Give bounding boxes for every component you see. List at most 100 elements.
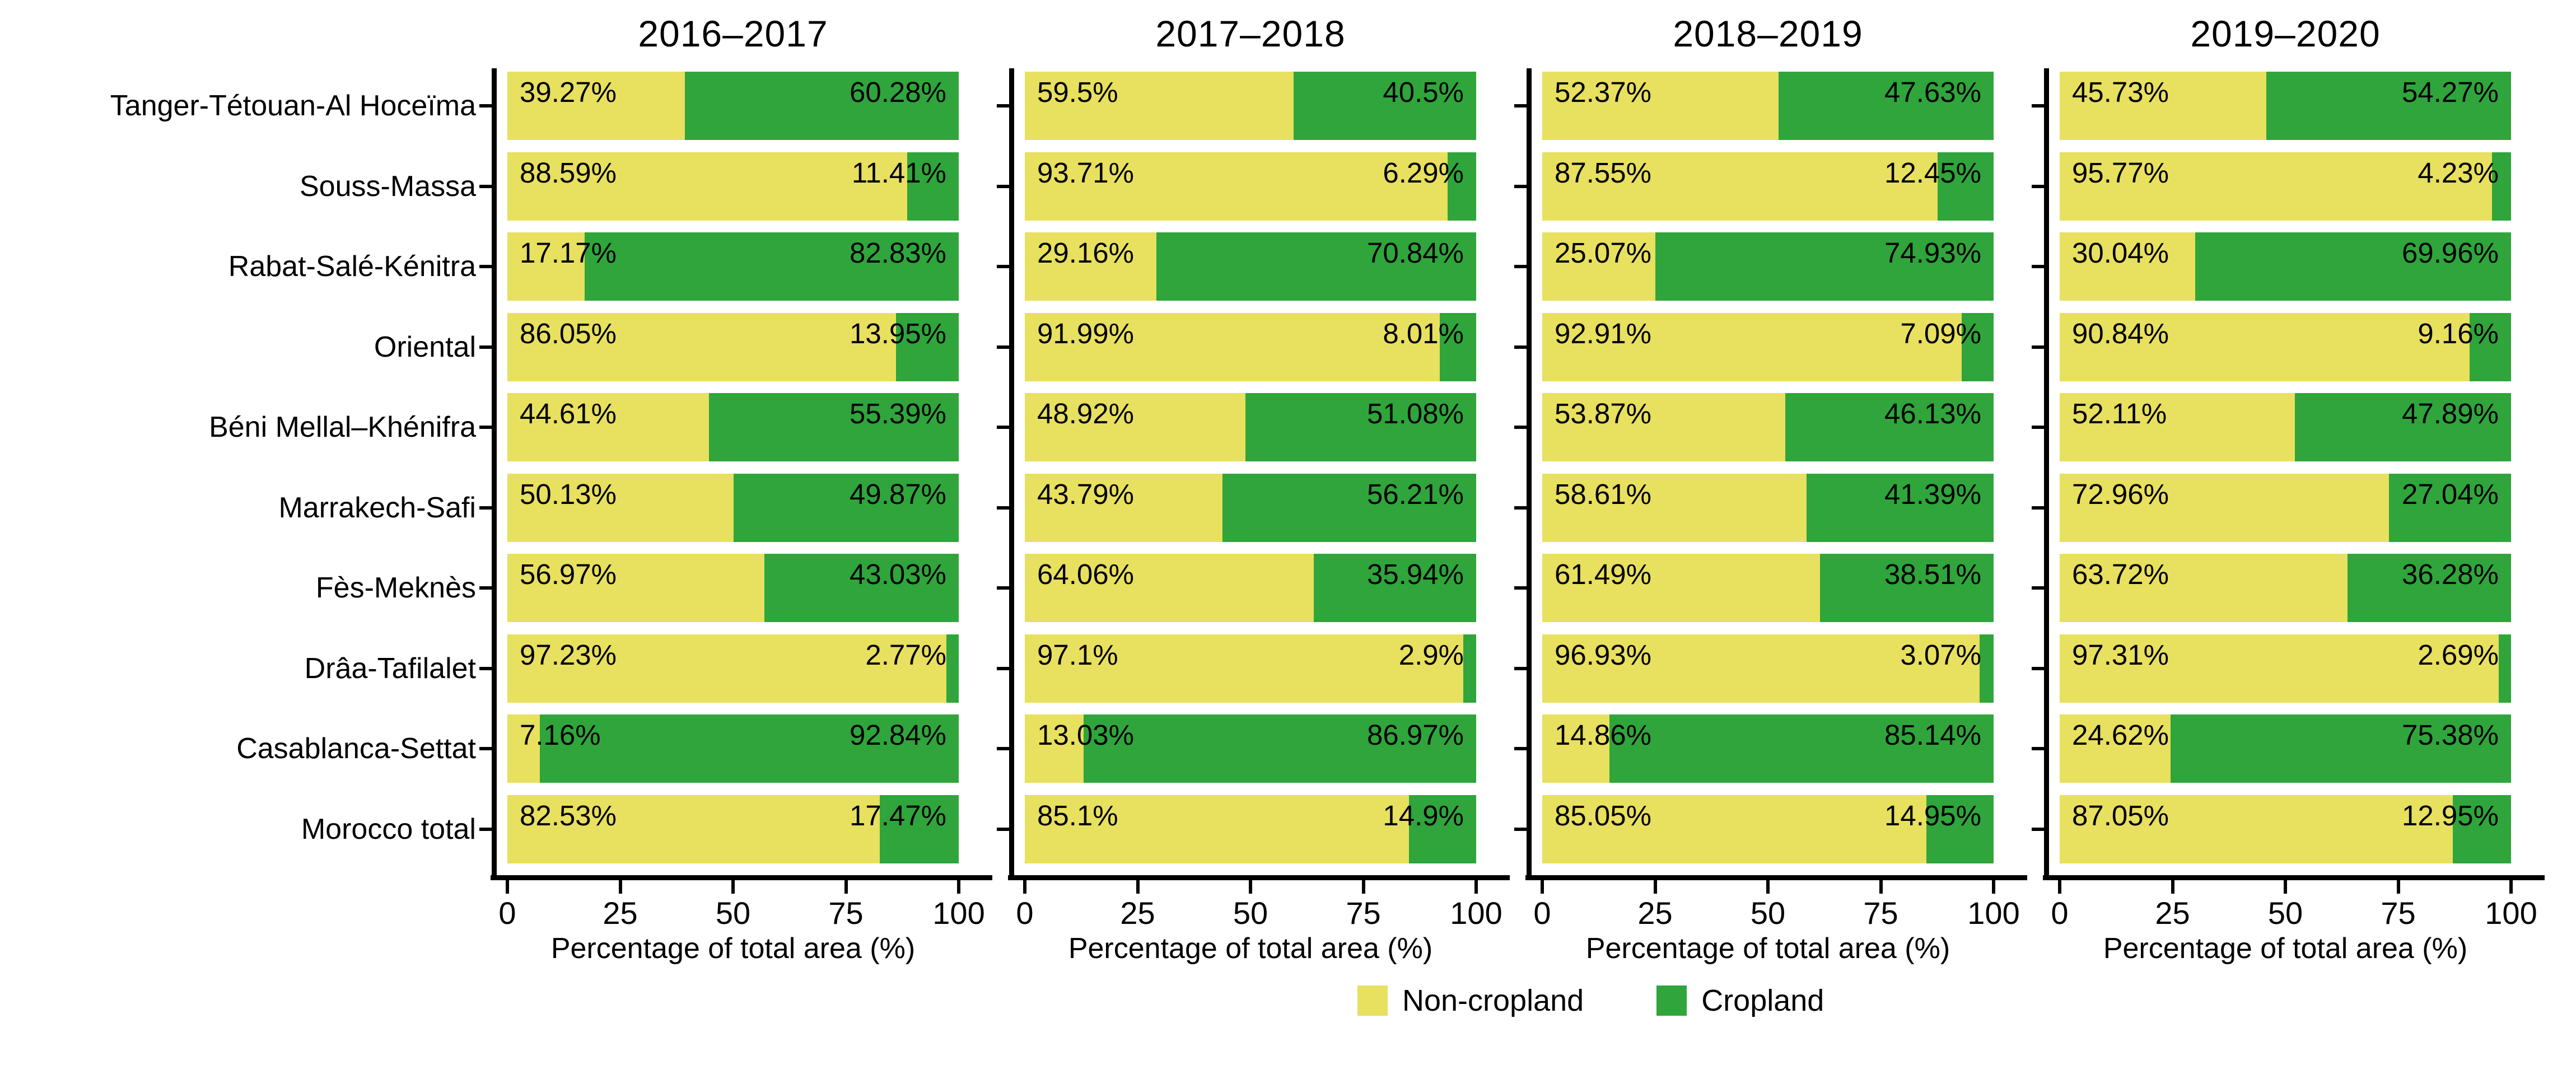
non-cropland-segment (2060, 795, 2453, 863)
bar-row: 17.17% 82.83% (507, 232, 959, 301)
non-cropland-value-label: 53.87% (1555, 398, 1651, 429)
cropland-value-label: 82.83% (850, 237, 946, 269)
bar-row: 50.13% 49.87% (507, 473, 959, 542)
y-tick (479, 506, 492, 510)
y-tick (2032, 345, 2044, 349)
non-cropland-legend-label: Non-cropland (1402, 984, 1584, 1017)
row-label: Souss-Massa (300, 170, 476, 203)
non-cropland-segment (1542, 714, 1609, 783)
non-cropland-segment (1542, 393, 1786, 461)
cropland-segment (1084, 714, 1476, 783)
panel-title: 2019–2020 (2190, 13, 2381, 54)
legend: Non-cropland Cropland (1357, 983, 1824, 1018)
x-axis-title: Percentage of total area (%) (2103, 932, 2468, 965)
x-axis-line (491, 875, 992, 880)
bar-row: 39.27% 60.28% (507, 72, 959, 140)
non-cropland-value-label: 64.06% (1037, 558, 1134, 590)
cropland-value-label: 12.95% (2402, 799, 2499, 832)
y-tick (997, 827, 1009, 831)
cropland-segment (1980, 634, 1994, 703)
non-cropland-value-label: 85.05% (1555, 799, 1651, 832)
non-cropland-legend-swatch (1357, 985, 1388, 1016)
x-tick (844, 880, 848, 894)
cropland-segment (946, 634, 959, 703)
bar-row: 13.03% 86.97% (1025, 714, 1476, 783)
y-tick (1514, 506, 1527, 510)
bar-row: 59.5% 40.5% (1025, 72, 1476, 140)
non-cropland-value-label: 97.1% (1037, 638, 1118, 671)
x-tick (2171, 880, 2174, 894)
panel: 2018–2019 52.37% 47.63% 87.55% 12.45% 25.07% 7… (1514, 0, 2044, 1065)
bar-row: 97.1% 2.9% (1025, 634, 1476, 703)
bar-row: 48.92% 51.08% (1025, 393, 1476, 461)
y-tick (2032, 827, 2044, 831)
bar-row: 53.87% 46.13% (1542, 393, 1994, 461)
non-cropland-value-label: 50.13% (520, 478, 617, 510)
y-tick (997, 345, 1009, 349)
cropland-value-label: 2.77% (865, 638, 946, 671)
cropland-value-label: 51.08% (1367, 398, 1464, 429)
x-tick-label: 100 (932, 895, 985, 931)
bar-row: 7.16% 92.84% (507, 714, 959, 783)
non-cropland-value-label: 95.77% (2072, 156, 2169, 189)
bar-row: 87.05% 12.95% (2060, 795, 2511, 863)
x-tick (1474, 880, 1478, 894)
x-tick (506, 880, 509, 894)
cropland-segment (539, 714, 959, 783)
bar-row: 64.06% 35.94% (1025, 554, 1476, 622)
x-tick (1136, 880, 1140, 894)
non-cropland-segment (1542, 795, 1926, 863)
y-tick (479, 184, 492, 188)
bar-row: 85.1% 14.9% (1025, 795, 1476, 863)
x-tick-label: 75 (1346, 895, 1381, 931)
non-cropland-segment (1542, 232, 1656, 301)
bar-row: 87.55% 12.45% (1542, 152, 1994, 221)
row-label: Morocco total (301, 812, 476, 846)
non-cropland-segment (1025, 554, 1314, 622)
non-cropland-value-label: 29.16% (1037, 237, 1134, 269)
non-cropland-value-label: 97.31% (2072, 638, 2169, 671)
non-cropland-value-label: 13.03% (1037, 719, 1134, 751)
row-label: Fès-Meknès (315, 572, 476, 604)
cropland-segment (907, 152, 959, 221)
non-cropland-value-label: 30.04% (2072, 237, 2169, 269)
cropland-segment (1655, 232, 1994, 301)
cropland-segment (1807, 473, 1994, 542)
panel-title: 2016–2017 (638, 13, 828, 54)
non-cropland-segment (2060, 634, 2499, 703)
cropland-value-label: 38.51% (1884, 558, 1981, 590)
non-cropland-segment (507, 393, 709, 461)
cropland-segment (684, 72, 959, 140)
row-label: Drâa-Tafilalet (304, 652, 476, 685)
non-cropland-value-label: 45.73% (2072, 76, 2169, 108)
cropland-segment (2295, 393, 2511, 461)
cropland-segment (1408, 795, 1476, 863)
cropland-value-label: 56.21% (1367, 478, 1464, 510)
non-cropland-segment (507, 473, 734, 542)
x-tick-label: 25 (1637, 895, 1673, 931)
x-tick (2509, 880, 2513, 894)
row-label: Oriental (374, 330, 476, 363)
cropland-value-label: 12.45% (1884, 156, 1981, 189)
y-tick (2032, 506, 2044, 510)
non-cropland-value-label: 52.37% (1555, 76, 1651, 108)
x-tick (1361, 880, 1365, 894)
bar-row: 97.31% 2.69% (2060, 634, 2511, 703)
bar-row: 61.49% 38.51% (1542, 554, 1994, 622)
non-cropland-segment (2060, 473, 2390, 542)
bar-row: 58.61% 41.39% (1542, 473, 1994, 542)
cropland-value-label: 54.27% (2402, 76, 2499, 108)
cropland-segment (880, 795, 959, 863)
cropland-value-label: 13.95% (850, 317, 946, 349)
bar-row: 45.73% 54.27% (2060, 72, 2511, 140)
y-tick (2032, 265, 2044, 268)
non-cropland-value-label: 39.27% (520, 76, 617, 108)
cropland-value-label: 74.93% (1884, 237, 1981, 269)
cropland-segment (1448, 152, 1476, 221)
bar-row: 44.61% 55.39% (507, 393, 959, 461)
non-cropland-segment (507, 152, 908, 221)
non-cropland-segment (507, 232, 585, 301)
non-cropland-segment (1542, 312, 1962, 381)
non-cropland-segment (2060, 393, 2295, 461)
x-tick (1023, 880, 1026, 894)
